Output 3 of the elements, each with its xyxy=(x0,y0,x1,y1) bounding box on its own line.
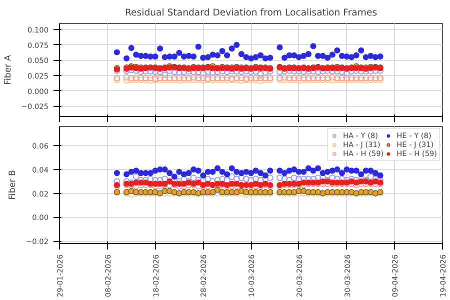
y-axis-title: Fiber A xyxy=(3,55,14,85)
y-axis-title: Fiber B xyxy=(8,170,18,200)
chart-title: Residual Standard Deviation from Localisation Frames xyxy=(124,8,378,18)
